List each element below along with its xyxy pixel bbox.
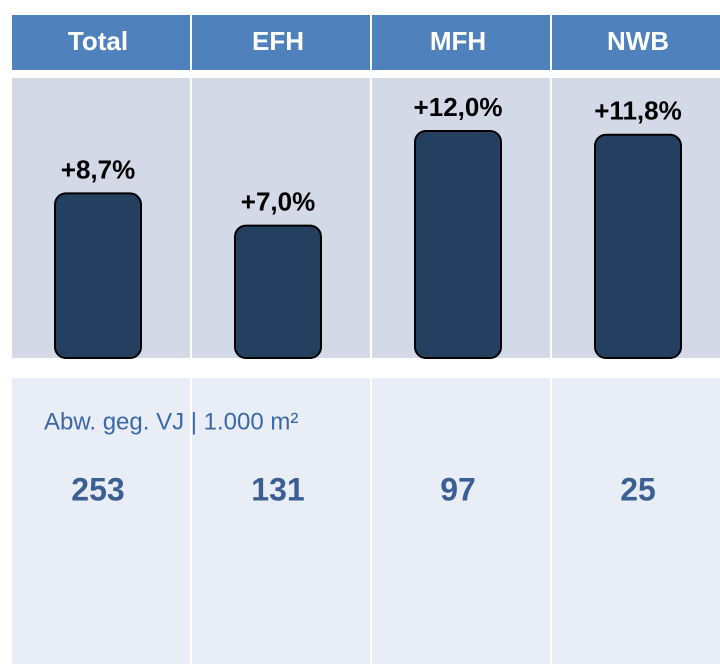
total-panel [12,378,720,664]
total-value: 131 [251,471,304,507]
bar-value-label: +11,8% [594,96,681,126]
header-band [12,15,720,70]
bar [594,133,682,359]
bar-value-label: +8,7% [61,154,135,184]
bar [54,192,142,359]
bar [414,130,502,359]
total-value: 97 [440,471,476,507]
column-header: MFH [430,26,486,56]
bar-value-label: +12,0% [414,92,503,122]
subtitle: Abw. geg. VJ | 1.000 m² [44,408,298,435]
column-header: EFH [252,26,304,56]
column-header: Total [68,26,128,56]
bar [234,224,322,359]
column-header: NWB [607,26,669,56]
bar-value-label: +7,0% [241,186,315,216]
total-value: 253 [71,471,124,507]
total-value: 25 [620,471,656,507]
